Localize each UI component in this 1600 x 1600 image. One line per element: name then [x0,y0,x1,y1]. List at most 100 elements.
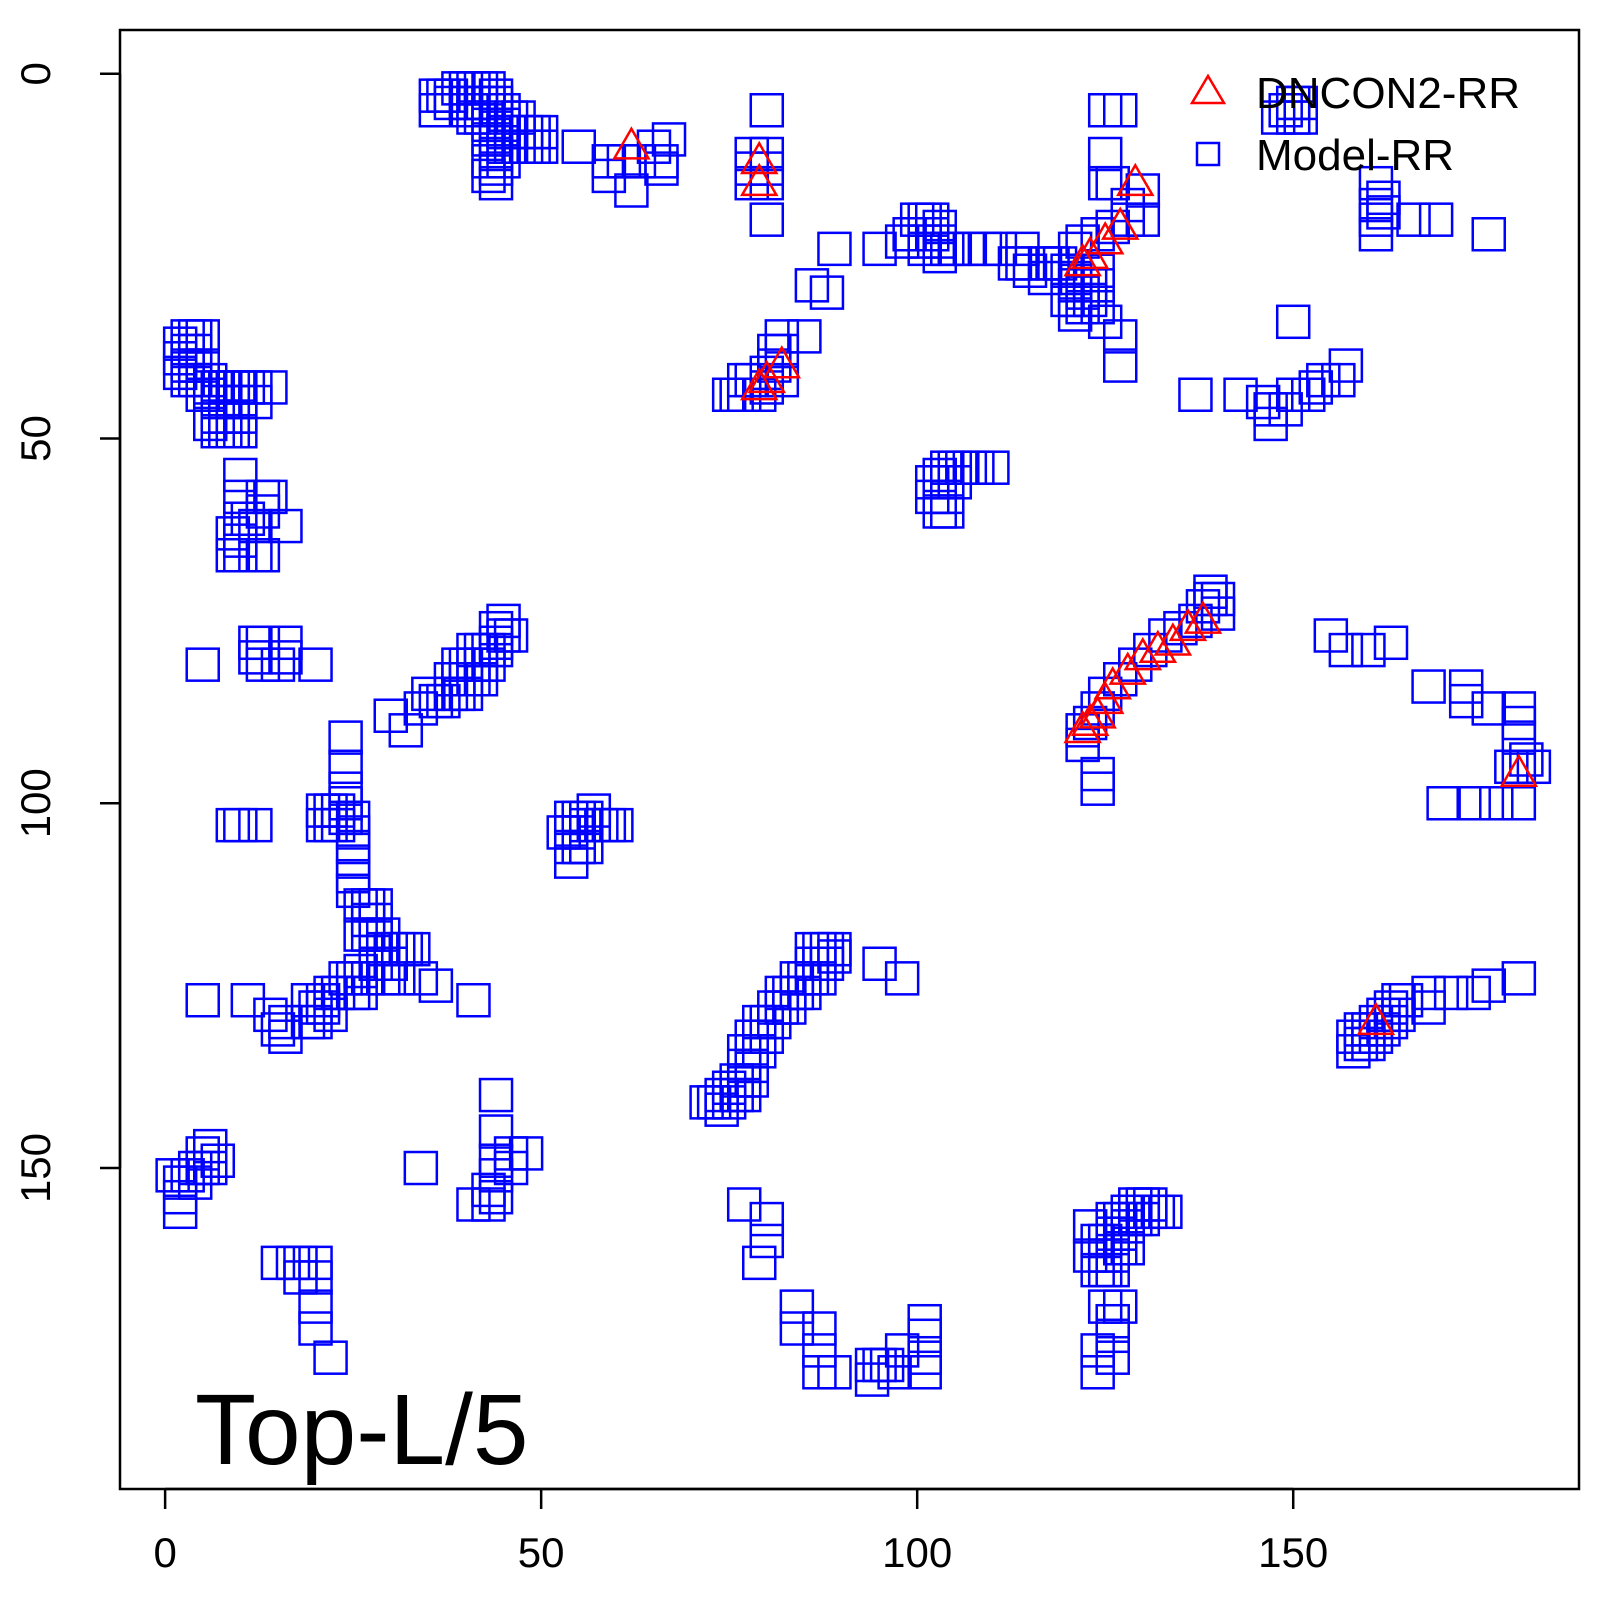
model-rr-point [298,1289,333,1324]
dncon2-rr-series [612,126,1539,1036]
model-rr-point [749,1223,785,1259]
model-rr-point [238,640,273,675]
dncon2-rr-point [1063,709,1102,744]
model-rr-point [253,997,288,1033]
y-tick-label: 100 [12,768,59,838]
model-rr-point [802,1311,837,1346]
model-rr-point [238,807,273,843]
dncon2-rr-point [1070,702,1110,736]
model-rr-point [1223,377,1258,412]
model-rr-point [1411,990,1446,1025]
legend-label: DNCON2-RR [1256,69,1520,118]
dncon2-rr-point [762,345,802,379]
model-rr-point [471,1187,506,1222]
model-rr-point [1501,961,1537,996]
dncon2-rr-point [1108,651,1148,685]
model-rr-point [238,508,273,544]
model-rr-point [313,1340,348,1375]
model-rr-point [223,457,258,493]
model-rr-point [298,1260,333,1295]
model-rr-point [230,982,266,1018]
model-rr-point [862,231,897,267]
model-rr-point [215,516,251,551]
model-rr-point [907,1318,942,1354]
model-rr-point [1448,683,1484,719]
dncon2-rr-point [739,140,779,175]
model-rr-point [1283,100,1318,135]
model-rr-point [726,1187,762,1222]
model-rr-point [907,1355,942,1390]
model-rr-point [742,1245,777,1281]
model-rr-point [388,713,424,748]
model-rr-point [817,231,852,267]
model-rr-point [1095,1252,1130,1288]
model-rr-point [651,122,687,157]
model-rr-point [1102,348,1138,383]
x-axis: 0 50 100 150 [153,1487,1328,1576]
model-rr-point [809,275,845,310]
y-tick-label: 150 [12,1133,59,1203]
model-rr-point [1087,136,1123,172]
model-rr-point [862,946,897,982]
dncon2-rr-point [612,126,651,160]
model-rr-point [1358,187,1394,223]
model-rr-point [1366,195,1401,230]
model-rr-point [1426,786,1461,821]
model-rr-point [1080,1355,1115,1390]
model-rr-point [478,1077,514,1113]
dncon2-rr-point [739,366,779,401]
model-rr-point [185,647,220,682]
model-rr-point [779,1311,815,1346]
model-rr-point [223,413,258,449]
model-rr-point [779,1289,815,1324]
model-rr-point [403,1150,439,1186]
model-rr-point [478,165,514,201]
model-rr-series [155,71,1552,1397]
dncon2-rr-point [1153,622,1193,656]
model-rr-point [1388,982,1424,1018]
dncon2-rr-point [1063,242,1102,277]
model-rr-point [749,202,785,237]
model-rr-point [817,931,852,967]
legend-symbol-model-rr [1195,141,1221,167]
model-rr-point [749,92,785,128]
model-rr-point [1057,297,1093,332]
model-rr-point [1102,92,1138,128]
dncon2-rr-point [747,359,787,394]
model-rr-point [1133,1187,1168,1222]
model-rr-point [1178,377,1213,412]
dncon2-rr-point [1499,753,1539,788]
model-rr-point [1102,319,1138,354]
model-rr-point [523,129,559,164]
model-rr-point [486,603,521,639]
model-rr-point [1373,625,1409,661]
dncon2-rr-point [1100,206,1140,240]
model-rr-point [245,537,281,573]
model-rr-point [930,494,965,529]
model-rr-point [1245,384,1281,420]
model-rr-point [1418,202,1454,237]
model-rr-point [1080,289,1115,325]
model-rr-point [1275,304,1311,340]
model-rr-point [1501,786,1537,821]
model-rr-point [553,844,589,879]
model-rr-point [1358,165,1394,201]
model-rr-point [162,1194,198,1230]
model-rr-point [1396,202,1431,237]
model-rr-point [749,1201,785,1237]
dncon2-rr-point [1070,235,1110,270]
model-rr-point [787,319,822,354]
model-rr-point [1080,771,1115,806]
model-rr-point [260,1012,296,1047]
x-tick-label: 150 [1258,1529,1328,1576]
dncon2-rr-point [1116,162,1155,197]
model-rr-point [1027,260,1063,296]
dncon2-rr-point [1138,629,1178,664]
x-tick-label: 50 [518,1529,565,1576]
dncon2-rr-point [1183,600,1223,634]
dncon2-rr-point [1078,695,1117,729]
x-tick-label: 100 [882,1529,952,1576]
model-rr-point [749,165,785,201]
model-rr-point [418,968,454,1003]
